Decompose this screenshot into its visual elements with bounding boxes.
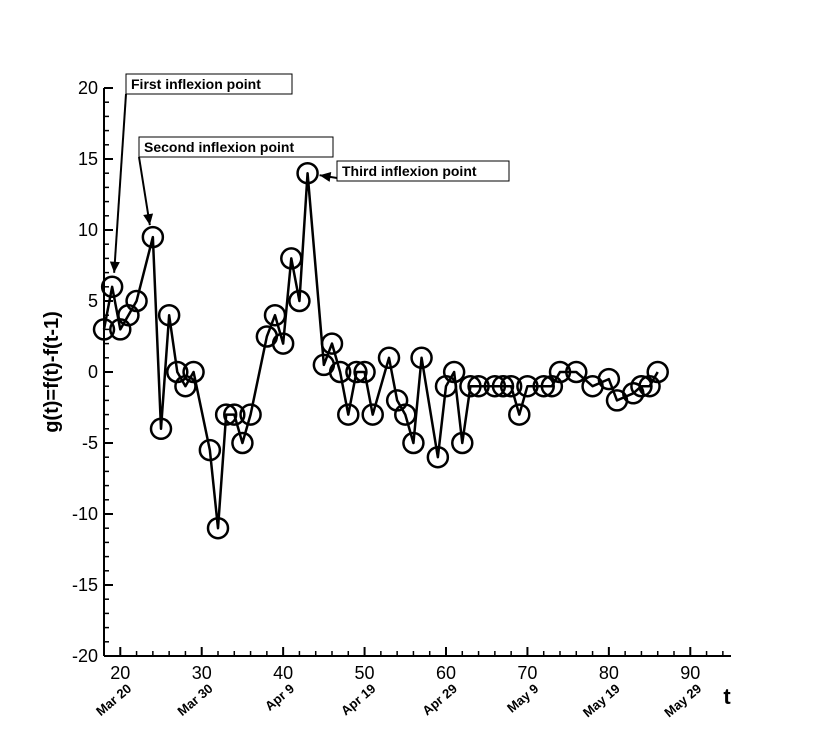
date-label: May 29 [661,681,704,720]
data-point [483,374,507,398]
data-point [459,374,482,398]
annotation-box [138,136,334,158]
data-point [353,360,376,384]
annotation-arrow-line [138,156,151,226]
data-point [92,318,116,341]
date-label: Apr 9 [262,681,297,714]
y-tick-label: 15 [78,149,98,169]
data-point [516,374,539,398]
annotation-arrow-line [113,93,127,273]
data-point [206,516,230,540]
x-tick-label: 90 [680,663,700,683]
data-point [361,403,384,426]
data-point [491,374,515,398]
y-tick-label: -20 [72,646,98,666]
data-point [565,360,588,384]
x-tick-label: 50 [355,663,375,683]
annotation-label: Third inflexion point [342,163,477,179]
data-point [646,360,669,384]
y-tick-label: -10 [72,504,98,524]
y-tick-label: 10 [78,220,98,240]
annotation-arrowhead [109,261,120,273]
data-point [320,332,344,355]
date-label: Apr 19 [338,681,379,719]
data-point [426,445,450,469]
data-point [280,247,303,270]
data-point [271,332,295,355]
x-tick-label: 20 [110,663,130,683]
data-point [100,275,124,299]
data-point [508,403,531,426]
annotation-arrowhead [319,172,332,182]
data-point [141,225,165,249]
data-point [182,360,205,384]
data-point [630,374,653,398]
x-tick-label: 60 [436,663,456,683]
markers [92,161,669,540]
date-label: Mar 20 [93,681,134,719]
data-point [223,403,246,426]
data-point [548,360,572,384]
data-point [451,431,474,455]
y-tick-label: -5 [82,433,98,453]
x-axis-title: t [723,684,731,709]
date-label: Mar 30 [174,681,215,719]
data-point [149,417,173,441]
x-tick-label: 80 [599,663,619,683]
y-tick-label: 5 [88,291,98,311]
data-point [328,360,352,384]
data-point [377,346,401,370]
data-point [125,289,148,313]
data-point [402,431,425,455]
annotations: First inflexion point Second inflexion po… [109,73,510,273]
x-tick-label: 30 [192,663,212,683]
data-point [467,374,490,398]
data-point [532,374,555,398]
data-point [157,303,181,327]
data-point [239,403,262,426]
x-tick-label: 40 [273,663,293,683]
x-tick-label: 70 [517,663,537,683]
annotation-arrowhead [143,213,154,226]
y-tick-label: -15 [72,575,98,595]
data-point [288,289,311,313]
annotation-label: First inflexion point [131,76,261,92]
y-tick-label: 20 [78,78,98,98]
y-axis-title: g(t)=f(t)-f(t-1) [41,311,63,433]
data-point [597,367,621,391]
data-point [296,161,319,185]
data-point [442,360,466,384]
data-point [410,346,433,370]
data-point [337,403,360,426]
data-point [499,374,523,398]
data-point [198,438,222,462]
annotation-box [125,73,293,95]
data-point [345,360,368,384]
y-tick-label: 0 [88,362,98,382]
data-point [214,403,238,426]
annotation-label: Second inflexion point [144,139,294,155]
date-label: May 9 [504,681,541,716]
annotation-box [336,160,510,182]
data-point [231,431,254,455]
data-point [394,403,417,426]
date-label: May 19 [580,681,623,720]
data-point [263,303,287,327]
date-label: Apr 29 [419,681,460,719]
